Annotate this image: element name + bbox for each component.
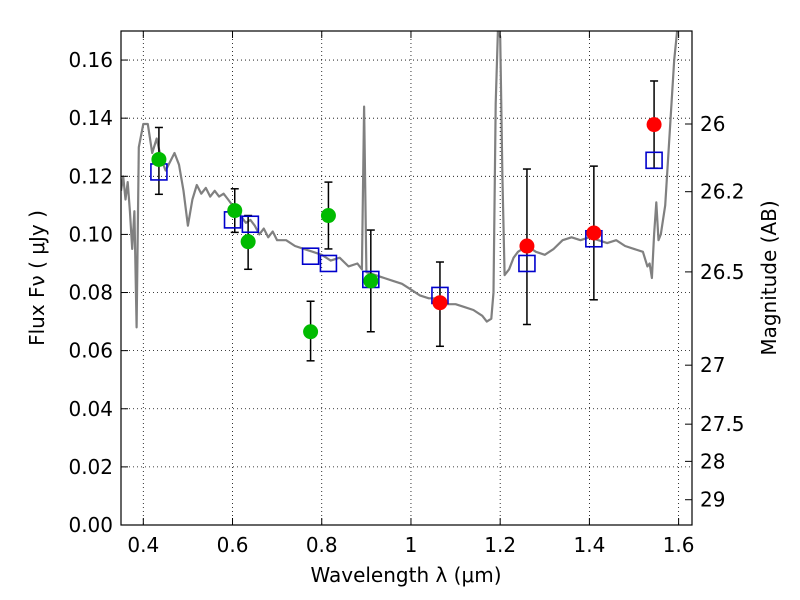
y2-tick-label: 27.5 (700, 412, 745, 436)
y2-tick-label: 29 (700, 488, 725, 512)
green-data-point (240, 234, 256, 250)
green-data-point (320, 208, 336, 224)
square-marker (645, 151, 663, 170)
y-axis-ticks: 0.00 0.02 0.04 0.06 0.08 0.10 0.12 0.14 0.16 (68, 48, 128, 537)
y-axis-label: Flux Fν ( μJy ) (25, 210, 49, 346)
red-data-point (432, 295, 448, 311)
x-tick-label: 0.4 (127, 533, 159, 557)
x-tick-label: 1.2 (484, 533, 516, 557)
y-tick-label: 0.12 (68, 164, 113, 188)
x-axis-ticks: 0.4 0.6 0.8 1 1.2 1.4 1.6 (127, 31, 695, 557)
y2-axis-ticks: 26 26.2 26.5 27 27.5 28 29 (685, 112, 745, 512)
y2-tick-label: 26.5 (700, 260, 745, 284)
x-tick-label: 1.4 (573, 533, 605, 557)
green-data-point (303, 324, 319, 340)
x-tick-label: 1 (405, 533, 418, 557)
x-tick-label: 1.6 (663, 533, 695, 557)
square-marker (241, 215, 260, 234)
y-tick-label: 0.14 (68, 106, 113, 130)
x-axis-label: Wavelength λ (μm) (310, 563, 501, 587)
y-tick-label: 0.04 (68, 397, 113, 421)
y-tick-label: 0.00 (68, 513, 113, 537)
y-tick-label: 0.02 (68, 455, 113, 479)
y-tick-label: 0.10 (68, 222, 113, 246)
y2-tick-label: 28 (700, 449, 725, 473)
red-data-point (586, 225, 602, 241)
y2-tick-label: 27 (700, 353, 725, 377)
circle-marker-layer (151, 117, 662, 340)
square-marker (301, 247, 320, 266)
red-data-point (646, 117, 662, 133)
red-data-point (519, 238, 535, 254)
green-data-point (227, 203, 243, 219)
plot-background (121, 31, 692, 525)
square-marker (518, 254, 536, 273)
green-data-point (151, 151, 167, 167)
y-tick-label: 0.08 (68, 281, 113, 305)
y2-axis-label: Magnitude (AB) (757, 200, 781, 355)
y2-tick-label: 26 (700, 112, 725, 136)
y-tick-label: 0.16 (68, 48, 113, 72)
x-tick-label: 0.6 (217, 533, 249, 557)
x-tick-label: 0.8 (306, 533, 338, 557)
y-tick-label: 0.06 (68, 339, 113, 363)
square-marker (319, 254, 338, 273)
plot-frame (120, 30, 693, 526)
y2-tick-label: 26.2 (700, 180, 745, 204)
green-data-point (363, 273, 379, 289)
